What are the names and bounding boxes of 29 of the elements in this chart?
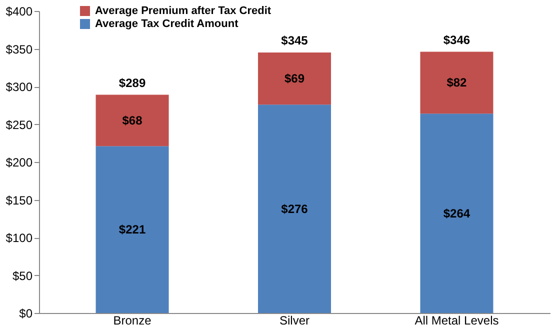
legend-label: Average Premium after Tax Credit (95, 5, 272, 17)
bar (258, 52, 331, 105)
y-tick-label: $0 (19, 306, 33, 320)
legend-label: Average Tax Credit Amount (95, 18, 239, 30)
data-label: $82 (446, 76, 468, 90)
data-label: $276 (281, 202, 308, 216)
x-tick-label: Silver (279, 314, 310, 328)
data-label: $68 (122, 113, 143, 128)
bar (420, 52, 494, 114)
data-label: $69 (284, 72, 305, 86)
bar (96, 146, 169, 313)
y-tick-label: $300 (6, 80, 33, 94)
y-tick-label: $250 (6, 118, 33, 132)
total-label: $345 (281, 34, 308, 48)
x-tick-label: All Metal Levels (414, 314, 499, 328)
y-tick-label: $400 (6, 4, 33, 18)
y-tick-label: $100 (6, 231, 33, 245)
data-label: $221 (118, 222, 146, 237)
bar (96, 94, 169, 146)
y-tick-label: $150 (6, 193, 33, 208)
y-tick-label: $200 (6, 156, 33, 170)
total-label: $346 (443, 32, 470, 47)
y-tick-label: $50 (12, 268, 33, 283)
bar (420, 114, 494, 313)
bar (258, 104, 331, 313)
data-label: $264 (443, 206, 470, 220)
y-tick-label: $350 (6, 42, 33, 56)
total-label: $289 (118, 76, 146, 90)
x-tick-label: Bronze (113, 314, 152, 328)
